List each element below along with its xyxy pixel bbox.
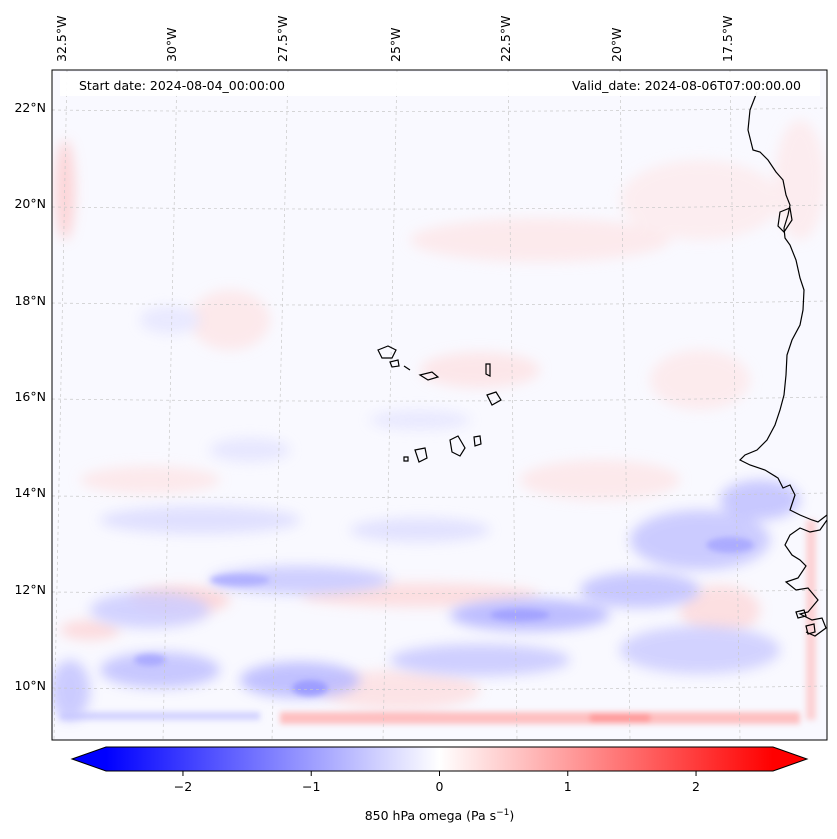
- coastline: [377, 91, 827, 637]
- lat-label-18n: 18°N: [14, 293, 46, 308]
- colorbar-tick-label: 1: [564, 779, 572, 794]
- colorbar-extend-high: [773, 747, 807, 771]
- maio: [473, 435, 482, 447]
- colorbar-label-suffix: ): [509, 808, 515, 824]
- west-africa-coast: [738, 91, 827, 523]
- lon-label-22-5w: 22.5°W: [498, 16, 513, 62]
- start-date-label: Start date: 2024-08-04_00:00:00: [79, 78, 285, 93]
- colorbar-tick-label: −1: [302, 779, 320, 794]
- colorbar-ticks: −2 −1 0 1 2: [174, 771, 700, 794]
- colorbar-label-exponent: −1: [496, 808, 510, 818]
- positive-omega-patches: [55, 120, 825, 710]
- lat-label-14n: 14°N: [14, 485, 46, 500]
- guinea-bissau-coast: [784, 519, 827, 637]
- colorbar-tick-label: 2: [692, 779, 700, 794]
- lon-label-30w: 30°W: [164, 27, 179, 62]
- lat-label-22n: 22°N: [14, 100, 46, 115]
- map-frame: [51, 69, 828, 741]
- negative-omega-patches: [52, 306, 800, 720]
- gridlines: [52, 70, 827, 740]
- colorbar-tick-label: 0: [436, 779, 444, 794]
- santiago: [449, 435, 466, 457]
- santo-antao: [377, 345, 397, 359]
- info-strip: [60, 72, 820, 96]
- lon-label-17-5w: 17.5°W: [720, 16, 735, 62]
- lon-label-27-5w: 27.5°W: [275, 16, 290, 62]
- lon-label-32-5w: 32.5°W: [54, 16, 69, 62]
- boa-vista: [486, 391, 502, 406]
- latitude-labels: 22°N 20°N 18°N 16°N 14°N 12°N 10°N: [14, 100, 46, 693]
- sao-nicolau: [418, 371, 440, 381]
- lon-label-25w: 25°W: [388, 27, 403, 62]
- lat-label-20n: 20°N: [14, 196, 46, 211]
- colorbar-outline: [70, 746, 809, 772]
- coast-inlet: [777, 207, 793, 233]
- longitude-labels: 32.5°W 30°W 27.5°W 25°W 22.5°W 20°W 17.5…: [54, 16, 735, 62]
- colorbar-body: [106, 747, 773, 771]
- strong-ascent-cores: [134, 537, 754, 696]
- bijagos-b: [805, 623, 816, 635]
- valid-date-label: Valid_date: 2024-08-06T07:00:00.00: [571, 78, 801, 93]
- lat-label-10n: 10°N: [14, 678, 46, 693]
- colorbar-label-text: 850 hPa omega (Pa s: [364, 808, 497, 824]
- lat-label-16n: 16°N: [14, 389, 46, 404]
- omega-field: [52, 70, 827, 740]
- colorbar: −2 −1 0 1 2: [70, 746, 809, 794]
- colorbar-tick-label: −2: [174, 779, 192, 794]
- bijagos-a: [795, 609, 807, 619]
- sal: [485, 363, 491, 377]
- brava: [403, 456, 409, 462]
- lat-label-12n: 12°N: [14, 582, 46, 597]
- santa-luzia: [403, 365, 411, 371]
- colorbar-extend-low: [72, 747, 106, 771]
- lon-label-20w: 20°W: [609, 27, 624, 62]
- sao-vicente: [389, 359, 400, 368]
- colorbar-label: 850 hPa omega (Pa s−1): [0, 808, 837, 823]
- fogo: [414, 447, 428, 463]
